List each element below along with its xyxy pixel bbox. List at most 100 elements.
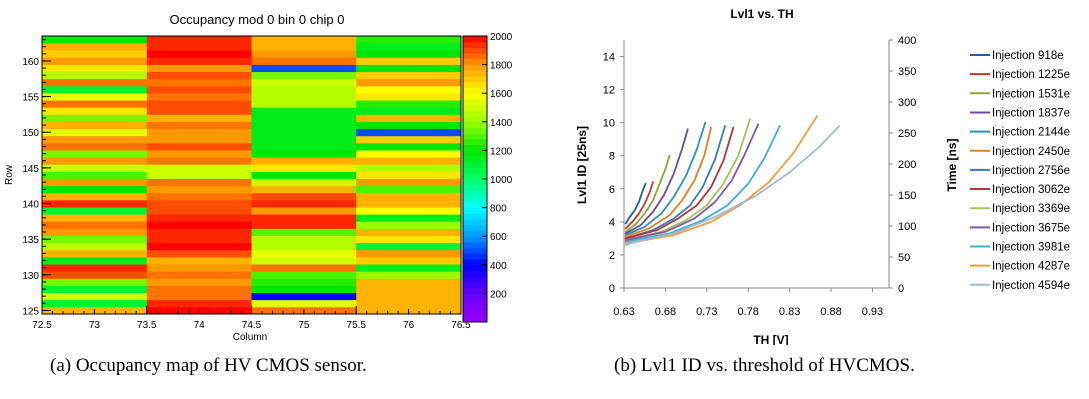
series-lines (624, 115, 841, 246)
heatmap-cell (146, 285, 252, 294)
heatmap-cell (251, 271, 357, 279)
heatmap-cell (146, 207, 252, 215)
y-tick-label: 12 (603, 85, 615, 97)
heatmap-cell (42, 128, 148, 137)
heatmap-cell (356, 71, 462, 80)
y-tick-label: 8 (609, 151, 615, 163)
heatmap-cell (251, 178, 357, 187)
heatmap-cell (146, 107, 252, 115)
y-tick-label: 150 (22, 128, 39, 139)
lvl1-vs-th-line-chart: Lvl1 vs. TH 0 2 4 6 8 10 12 14 0 50 100 150 200 250 300… (575, 7, 1070, 345)
colorbar-band (463, 41, 487, 48)
colorbar-band (463, 201, 487, 209)
y-axis-label: Row (4, 164, 15, 185)
colorbar-band (463, 247, 487, 254)
colorbar-band (463, 167, 487, 174)
x-axis-label: Column (233, 332, 267, 343)
heatmap-cell (356, 171, 462, 179)
x-tick-label: 0.88 (820, 306, 841, 318)
heatmap-cell (356, 57, 462, 65)
heatmap-cell (42, 278, 148, 286)
heatmap-cell (146, 128, 252, 137)
heatmap-cell (356, 235, 462, 244)
heatmap-cell (251, 128, 357, 137)
heatmap-cell (356, 278, 462, 286)
y-tick-label: 4 (609, 217, 615, 229)
colorbar-band (463, 76, 487, 83)
heatmap-cell (251, 285, 357, 294)
y-tick-label: 6 (609, 184, 615, 196)
series-line-12 (624, 115, 818, 245)
legend-label: Injection 918e (992, 50, 1064, 62)
heatmap-cell (251, 93, 357, 101)
heatmap-cell (146, 264, 252, 272)
y-tick-label: 0 (609, 283, 615, 295)
series-line-4 (624, 128, 689, 235)
heatmap-cell (146, 242, 252, 251)
heatmap-cell (146, 85, 252, 94)
heatmap-cell (42, 142, 148, 151)
heatmap-cell (356, 142, 462, 151)
colorbar-band (463, 213, 487, 220)
heatmap-cell (356, 164, 462, 172)
heatmap-cell (146, 299, 252, 308)
heatmap-cell (42, 242, 148, 251)
colorbar-tick-label: 400 (490, 261, 507, 272)
heatmap-cell (251, 78, 357, 87)
colorbar-band (463, 196, 487, 203)
heatmap-cell (42, 235, 148, 244)
heatmap-cell (42, 207, 148, 215)
x-tick-label: 75 (298, 320, 310, 331)
y2-tick-label: 150 (898, 190, 916, 202)
heatmap-cell (146, 93, 252, 101)
heatmap-cell (146, 256, 252, 265)
heatmap-cell (356, 256, 462, 265)
heatmap-cell (146, 43, 252, 51)
heatmap-cell (42, 171, 148, 179)
colorbar-tick-label: 1800 (490, 61, 513, 72)
heatmap-cell (356, 264, 462, 272)
series-line-7 (624, 125, 726, 240)
heatmap-cell (42, 64, 148, 73)
colorbar-tick-label: 1600 (490, 89, 513, 100)
colorbar-band (463, 127, 487, 134)
heatmap-cell (42, 150, 148, 158)
occupancy-heatmap-chart: Occupancy mod 0 bin 0 chip 0 72.5 73 73.5 74… (4, 12, 513, 343)
colorbar-band (463, 304, 487, 312)
colorbar-band (463, 98, 487, 106)
colorbar-tick-label: 1400 (490, 118, 513, 129)
heatmap-cell (146, 214, 252, 222)
x-tick-label: 0.93 (862, 306, 883, 318)
heatmap-cell (356, 36, 462, 44)
heatmap-cell (146, 157, 252, 165)
heatmap-cell (42, 285, 148, 294)
y2-tick-label: 200 (898, 159, 916, 171)
heatmap-cell (356, 121, 462, 130)
x-tick-label: 0.63 (613, 306, 634, 318)
series-line-1 (624, 182, 647, 225)
heatmap-cell (146, 50, 252, 58)
legend-label: Injection 2450e (992, 146, 1070, 158)
legend-label: Injection 3369e (992, 203, 1070, 215)
heatmap-cell (356, 199, 462, 208)
heatmap-cell (42, 199, 148, 208)
heatmap-cell (42, 256, 148, 265)
legend-label: Injection 1837e (992, 107, 1070, 119)
heatmap-cell (356, 107, 462, 115)
legend-label: Injection 3675e (992, 222, 1070, 234)
colorbar-band (463, 253, 487, 260)
colorbar-band (463, 270, 487, 277)
colorbar-band (463, 276, 487, 283)
x-tick-label: 73 (89, 320, 101, 331)
heatmap-cell (251, 292, 357, 301)
series-line-13 (624, 125, 841, 246)
x-tick-label: 0.83 (779, 306, 800, 318)
heatmap-cell (42, 78, 148, 87)
heatmap-cell (251, 64, 357, 73)
heatmap-cell (356, 228, 462, 236)
heatmap-cell (356, 271, 462, 279)
x-tick-label: 74 (194, 320, 206, 331)
heatmap-cell (356, 93, 462, 101)
colorbar-tick-label: 800 (490, 204, 507, 215)
heatmap-cell (356, 114, 462, 122)
